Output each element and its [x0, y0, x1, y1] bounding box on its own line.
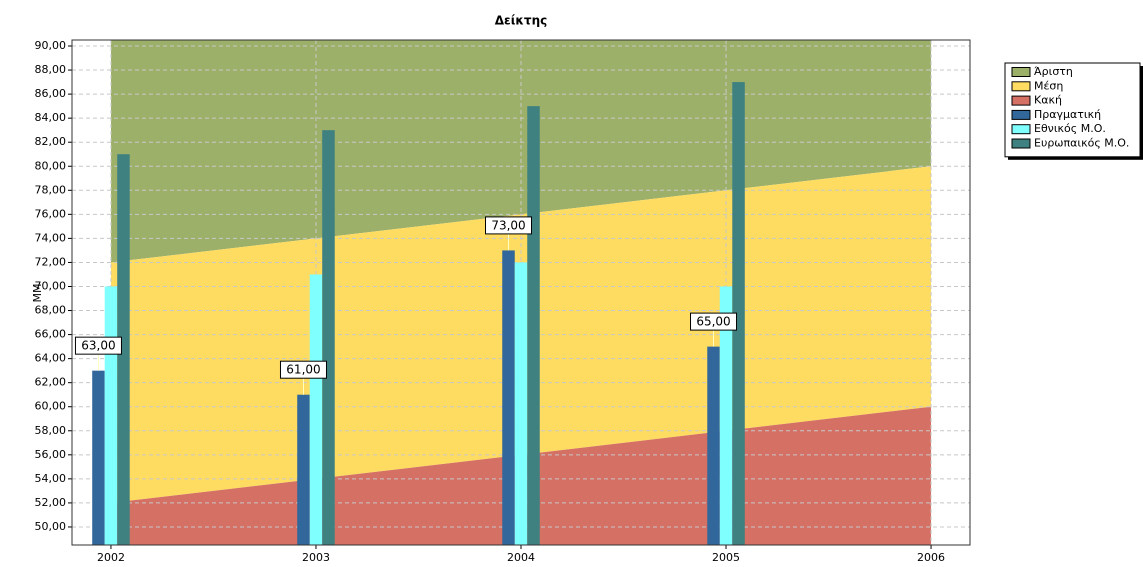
legend-swatch [1011, 124, 1031, 135]
bar [707, 346, 720, 545]
y-tick-label: 74,00 [35, 231, 67, 244]
bar [92, 370, 105, 545]
bar [732, 82, 745, 545]
y-tick-label: 76,00 [35, 207, 67, 220]
x-tick-label: 2006 [917, 551, 945, 564]
bar [514, 262, 528, 545]
legend-label: Ευρωπαικός Μ.Ο. [1034, 137, 1129, 150]
y-tick-label: 62,00 [35, 376, 67, 389]
label-box [690, 312, 738, 331]
legend-label: Κακή [1034, 94, 1062, 107]
chart-title: Δείκτης [495, 14, 547, 28]
y-tick-label: 60,00 [35, 400, 67, 413]
y-tick-label: 88,00 [35, 63, 67, 76]
x-tick-label: 2005 [712, 551, 740, 564]
label-box [74, 336, 122, 355]
legend-label: Πραγματική [1034, 108, 1101, 121]
legend-label: Εθνικός Μ.Ο. [1034, 122, 1106, 135]
data-label: 63,00 [81, 339, 115, 353]
y-tick-label: 72,00 [35, 255, 67, 268]
legend-swatch [1011, 81, 1031, 92]
bar [719, 286, 733, 545]
y-tick-label: 66,00 [35, 328, 67, 341]
legend-swatch [1011, 95, 1031, 106]
y-tick-label: 82,00 [35, 135, 67, 148]
bar [322, 130, 335, 545]
legend-label: Άριστη [1034, 65, 1073, 78]
legend-swatch [1011, 138, 1031, 149]
x-tick-label: 2002 [97, 551, 125, 564]
y-tick-label: 52,00 [35, 496, 67, 509]
y-tick-label: 56,00 [35, 448, 67, 461]
y-tick-label: 86,00 [35, 87, 67, 100]
data-label: 65,00 [696, 315, 730, 329]
y-tick-label: 90,00 [35, 39, 67, 52]
y-tick-label: 64,00 [35, 352, 67, 365]
data-label: 61,00 [286, 363, 320, 377]
y-tick-label: 80,00 [35, 159, 67, 172]
x-tick-label: 2003 [302, 551, 330, 564]
y-tick-label: 68,00 [35, 304, 67, 317]
bar [297, 394, 310, 545]
y-axis-label: MM [31, 284, 44, 303]
plot-border [71, 39, 971, 546]
data-label: 73,00 [491, 218, 525, 232]
label-box [485, 216, 532, 235]
x-tick-label: 2004 [507, 551, 535, 564]
label-box [279, 360, 327, 379]
bar [502, 250, 515, 545]
band-area [110, 40, 932, 263]
y-tick-label: 54,00 [35, 472, 67, 485]
y-tick-label: 50,00 [35, 520, 67, 533]
bar [309, 274, 323, 545]
legend-swatch [1011, 109, 1031, 120]
legend-swatch [1011, 67, 1031, 77]
bar [117, 154, 130, 545]
bar [104, 286, 118, 545]
legend-label: Μέση [1034, 79, 1063, 92]
y-tick-label: 78,00 [35, 183, 67, 196]
y-tick-label: 84,00 [35, 111, 67, 124]
bar [527, 106, 540, 545]
y-tick-label: 58,00 [35, 424, 67, 437]
y-tick-label: 70,00 [35, 279, 67, 292]
